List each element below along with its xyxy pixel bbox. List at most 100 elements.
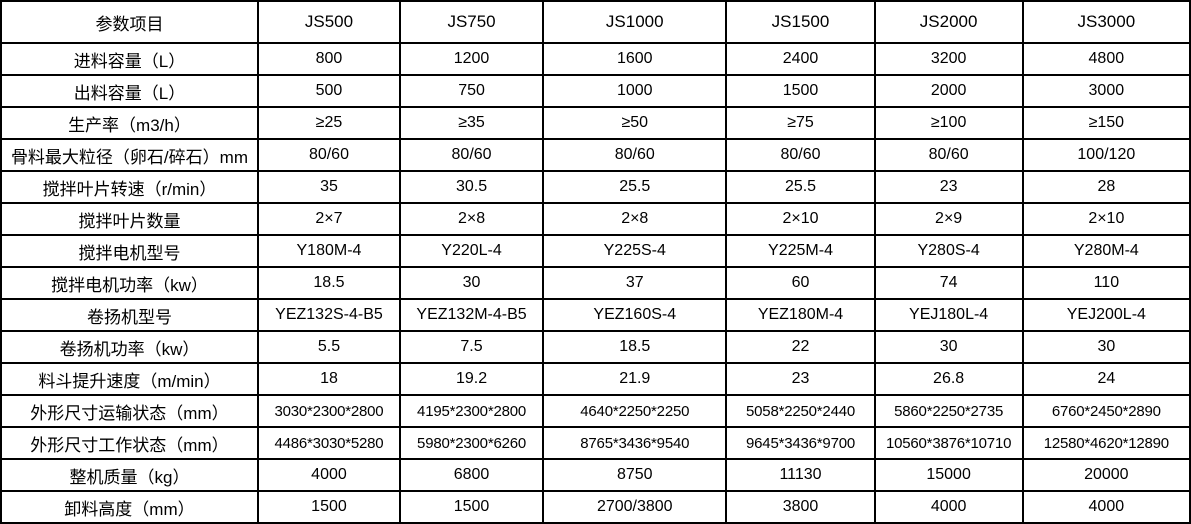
value-cell: YEJ200L-4 bbox=[1021, 298, 1191, 332]
value-cell: 7.5 bbox=[398, 330, 545, 364]
value-cell: 5058*2250*2440 bbox=[725, 394, 876, 428]
value-cell: 30 bbox=[1021, 330, 1191, 364]
table-row: 搅拌叶片数量 2×7 2×8 2×8 2×10 2×9 2×10 bbox=[0, 202, 1191, 236]
parameter-name-cell: 卷扬机功率（kw） bbox=[0, 330, 259, 364]
table-row: 搅拌电机型号 Y180M-4 Y220L-4 Y225S-4 Y225M-4 Y280S-… bbox=[0, 234, 1191, 268]
column-header-js500: JS500 bbox=[256, 0, 402, 44]
value-cell: 2×8 bbox=[542, 202, 728, 236]
value-cell: Y180M-4 bbox=[256, 234, 402, 268]
value-cell: 4000 bbox=[1021, 490, 1191, 524]
value-cell: ≥100 bbox=[873, 106, 1024, 140]
value-cell: 750 bbox=[398, 74, 545, 108]
value-cell: Y220L-4 bbox=[398, 234, 545, 268]
parameter-name-cell: 搅拌电机功率（kw） bbox=[0, 266, 259, 300]
value-cell: 1000 bbox=[542, 74, 728, 108]
table-row: 骨料最大粒径（卵石/碎石）mm 80/60 80/60 80/60 80/60 80/60… bbox=[0, 138, 1191, 172]
value-cell: 5.5 bbox=[256, 330, 402, 364]
column-header-js2000: JS2000 bbox=[873, 0, 1024, 44]
parameter-name-cell: 整机质量（kg） bbox=[0, 458, 259, 492]
column-header-parameter: 参数项目 bbox=[0, 0, 259, 44]
value-cell: 18.5 bbox=[256, 266, 402, 300]
value-cell: 2×9 bbox=[873, 202, 1024, 236]
value-cell: 11130 bbox=[725, 458, 876, 492]
parameter-name-cell: 进料容量（L） bbox=[0, 42, 259, 76]
value-cell: 21.9 bbox=[542, 362, 728, 396]
value-cell: 4486*3030*5280 bbox=[256, 426, 402, 460]
value-cell: ≥35 bbox=[398, 106, 545, 140]
value-cell: 80/60 bbox=[398, 138, 545, 172]
value-cell: 20000 bbox=[1021, 458, 1191, 492]
value-cell: 500 bbox=[256, 74, 402, 108]
table-row: 整机质量（kg） 4000 6800 8750 11130 15000 20000 bbox=[0, 458, 1191, 492]
value-cell: 2×10 bbox=[1021, 202, 1191, 236]
value-cell: 22 bbox=[725, 330, 876, 364]
value-cell: 2000 bbox=[873, 74, 1024, 108]
value-cell: 3000 bbox=[1021, 74, 1191, 108]
parameter-name-cell: 搅拌电机型号 bbox=[0, 234, 259, 268]
value-cell: 12580*4620*12890 bbox=[1021, 426, 1191, 460]
value-cell: Y225S-4 bbox=[542, 234, 728, 268]
parameter-name-cell: 搅拌叶片转速（r/min） bbox=[0, 170, 259, 204]
parameter-name-cell: 外形尺寸运输状态（mm） bbox=[0, 394, 259, 428]
table-header: 参数项目 JS500 JS750 JS1000 JS1500 JS2000 JS… bbox=[0, 0, 1191, 44]
value-cell: 5860*2250*2735 bbox=[873, 394, 1024, 428]
value-cell: 3200 bbox=[873, 42, 1024, 76]
value-cell: 100/120 bbox=[1021, 138, 1191, 172]
value-cell: 2×8 bbox=[398, 202, 545, 236]
value-cell: YEJ180L-4 bbox=[873, 298, 1024, 332]
value-cell: 3030*2300*2800 bbox=[256, 394, 402, 428]
value-cell: Y280M-4 bbox=[1021, 234, 1191, 268]
value-cell: 10560*3876*10710 bbox=[873, 426, 1024, 460]
value-cell: 60 bbox=[725, 266, 876, 300]
value-cell: 30.5 bbox=[398, 170, 545, 204]
column-header-js750: JS750 bbox=[398, 0, 545, 44]
value-cell: 2400 bbox=[725, 42, 876, 76]
value-cell: 1500 bbox=[725, 74, 876, 108]
value-cell: 18 bbox=[256, 362, 402, 396]
value-cell: 4640*2250*2250 bbox=[542, 394, 728, 428]
value-cell: 74 bbox=[873, 266, 1024, 300]
table-row: 卷扬机功率（kw） 5.5 7.5 18.5 22 30 30 bbox=[0, 330, 1191, 364]
value-cell: 6800 bbox=[398, 458, 545, 492]
parameter-name-cell: 出料容量（L） bbox=[0, 74, 259, 108]
value-cell: 1200 bbox=[398, 42, 545, 76]
table-row: 搅拌叶片转速（r/min） 35 30.5 25.5 25.5 23 28 bbox=[0, 170, 1191, 204]
value-cell: 80/60 bbox=[725, 138, 876, 172]
parameter-name-cell: 卸料高度（mm） bbox=[0, 490, 259, 524]
header-row: 参数项目 JS500 JS750 JS1000 JS1500 JS2000 JS… bbox=[0, 0, 1191, 44]
table-row: 生产率（m3/h） ≥25 ≥35 ≥50 ≥75 ≥100 ≥150 bbox=[0, 106, 1191, 140]
value-cell: 35 bbox=[256, 170, 402, 204]
table-row: 进料容量（L） 800 1200 1600 2400 3200 4800 bbox=[0, 42, 1191, 76]
table-row: 料斗提升速度（m/min） 18 19.2 21.9 23 26.8 24 bbox=[0, 362, 1191, 396]
value-cell: YEZ132M-4-B5 bbox=[398, 298, 545, 332]
value-cell: 8765*3436*9540 bbox=[542, 426, 728, 460]
value-cell: 23 bbox=[873, 170, 1024, 204]
table-row: 卷扬机型号 YEZ132S-4-B5 YEZ132M-4-B5 YEZ160S-4 YE… bbox=[0, 298, 1191, 332]
table-row: 外形尺寸工作状态（mm） 4486*3030*5280 5980*2300*6260… bbox=[0, 426, 1191, 460]
value-cell: 15000 bbox=[873, 458, 1024, 492]
parameter-name-cell: 外形尺寸工作状态（mm） bbox=[0, 426, 259, 460]
value-cell: Y280S-4 bbox=[873, 234, 1024, 268]
value-cell: 9645*3436*9700 bbox=[725, 426, 876, 460]
value-cell: 25.5 bbox=[725, 170, 876, 204]
value-cell: Y225M-4 bbox=[725, 234, 876, 268]
value-cell: 37 bbox=[542, 266, 728, 300]
value-cell: 4800 bbox=[1021, 42, 1191, 76]
value-cell: 25.5 bbox=[542, 170, 728, 204]
value-cell: 30 bbox=[873, 330, 1024, 364]
table-row: 外形尺寸运输状态（mm） 3030*2300*2800 4195*2300*2800… bbox=[0, 394, 1191, 428]
value-cell: 19.2 bbox=[398, 362, 545, 396]
value-cell: 110 bbox=[1021, 266, 1191, 300]
value-cell: 80/60 bbox=[542, 138, 728, 172]
value-cell: 24 bbox=[1021, 362, 1191, 396]
value-cell: YEZ160S-4 bbox=[542, 298, 728, 332]
parameter-name-cell: 卷扬机型号 bbox=[0, 298, 259, 332]
value-cell: 2700/3800 bbox=[542, 490, 728, 524]
column-header-js3000: JS3000 bbox=[1021, 0, 1191, 44]
table-row: 搅拌电机功率（kw） 18.5 30 37 60 74 110 bbox=[0, 266, 1191, 300]
value-cell: 2×7 bbox=[256, 202, 402, 236]
value-cell: 4195*2300*2800 bbox=[398, 394, 545, 428]
column-header-js1500: JS1500 bbox=[725, 0, 876, 44]
value-cell: YEZ180M-4 bbox=[725, 298, 876, 332]
